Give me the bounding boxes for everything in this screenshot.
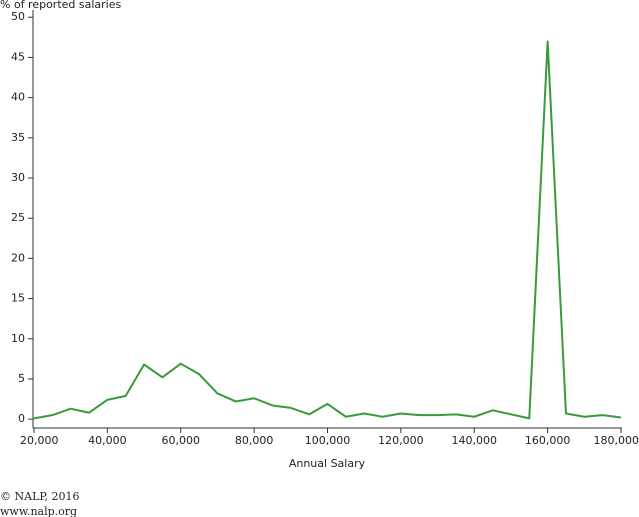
- footer-copyright: © NALP, 2016: [0, 490, 80, 503]
- y-tick-label: 0: [18, 412, 25, 425]
- y-tick-label: 15: [11, 292, 25, 305]
- x-tick-label: 140,000: [452, 434, 498, 447]
- y-tick-label: 50: [11, 10, 25, 23]
- y-tick-label: 10: [11, 332, 25, 345]
- x-tick-label: 100,000: [305, 434, 351, 447]
- x-tick-label: 40,000: [88, 434, 127, 447]
- y-tick-label: 45: [11, 50, 25, 63]
- x-tick-label: 160,000: [525, 434, 571, 447]
- y-tick-label: 30: [11, 171, 25, 184]
- data-line: [33, 40, 622, 420]
- x-tick-label: 120,000: [378, 434, 424, 447]
- y-axis-title: % of reported salaries: [0, 0, 122, 11]
- y-tick-label: 20: [11, 251, 25, 264]
- y-tick-label: 25: [11, 211, 25, 224]
- x-tick-label: 80,000: [235, 434, 274, 447]
- y-tick-label: 40: [11, 91, 25, 104]
- y-tick-label: 5: [18, 372, 25, 385]
- footer-url: www.nalp.org: [0, 505, 77, 517]
- x-tick-label: 60,000: [162, 434, 201, 447]
- x-tick-label: 180,000: [594, 434, 639, 447]
- x-tick-label: 20,000: [20, 434, 59, 447]
- y-tick-label: 35: [11, 131, 25, 144]
- x-axis-title: Annual Salary: [289, 457, 366, 470]
